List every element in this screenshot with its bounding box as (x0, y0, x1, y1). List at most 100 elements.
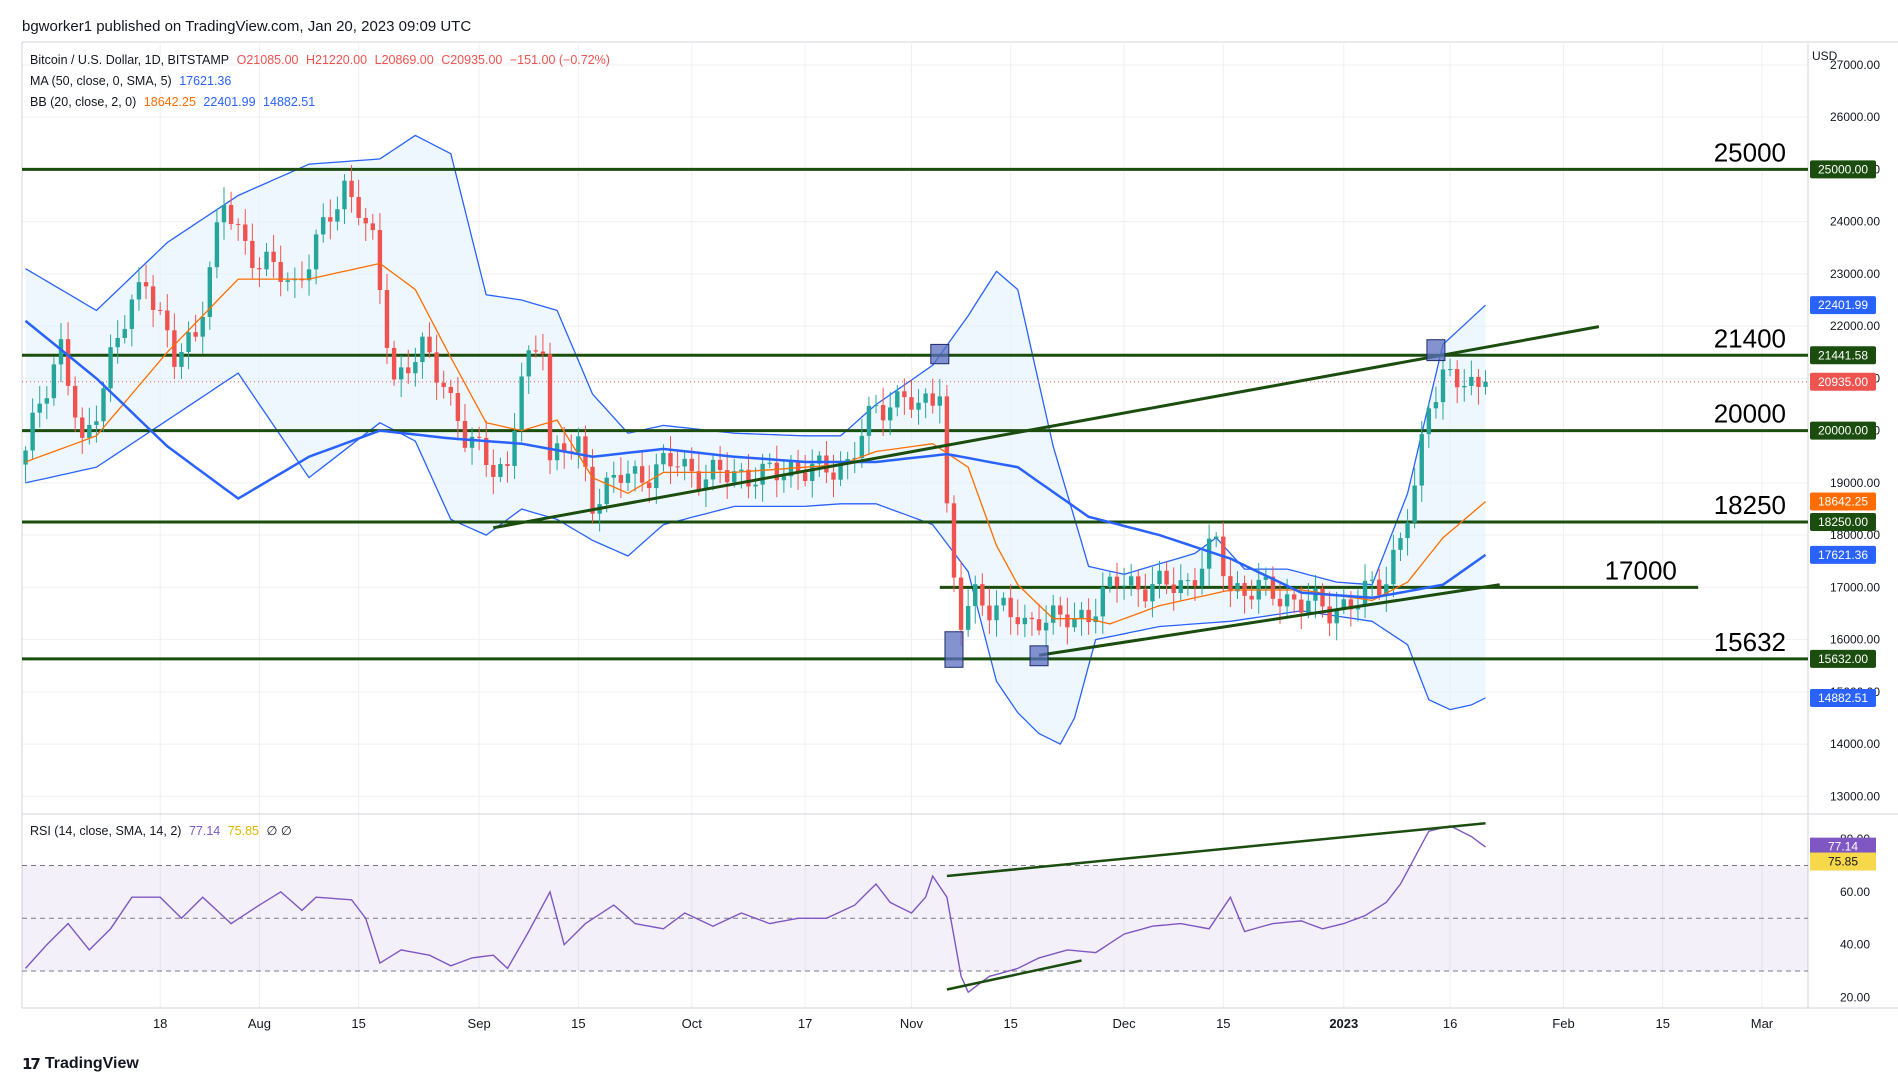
axis-tag-ma: 17621.36 (1818, 548, 1868, 562)
candle-up (767, 462, 772, 464)
candle-down (1086, 609, 1091, 623)
candle-series (23, 165, 1488, 648)
candle-up (937, 396, 943, 406)
candle-down (370, 223, 376, 231)
candle-down (172, 330, 177, 367)
candle-up (732, 471, 737, 483)
level-tag-21400-bg (1810, 346, 1876, 365)
candle-up (1284, 594, 1290, 607)
axis-tag-bb_lower: 14882.51 (1818, 691, 1868, 705)
bb-lower-line (25, 372, 1486, 745)
candle-up (625, 473, 631, 483)
rsi-value-tag: 77.14 (1828, 840, 1858, 854)
rsi-ma-tag: 75.85 (1828, 855, 1858, 869)
candle-up (703, 479, 709, 490)
price-tick-label: 18000.00 (1830, 528, 1880, 542)
candle-up (1206, 538, 1212, 569)
price-trendline (493, 325, 1600, 530)
candle-up (1419, 434, 1424, 486)
time-tick-label: 15 (1216, 1016, 1230, 1031)
candle-up (1100, 587, 1106, 617)
candle-up (661, 453, 666, 465)
candle-down (774, 462, 779, 481)
candle-down (1348, 599, 1354, 610)
time-tick-label: 16 (1443, 1016, 1457, 1031)
candle-down (80, 417, 85, 438)
candle-down (1192, 580, 1198, 587)
price-tick-label: 16000.00 (1830, 633, 1880, 647)
publisher-line: bgworker1 published on TradingView.com, … (22, 18, 472, 35)
candle-up (916, 402, 921, 410)
price-tick-label: 27000.00 (1830, 58, 1880, 72)
time-tick-label: Nov (900, 1016, 924, 1031)
level-label-21400: 21400 (1714, 323, 1786, 353)
legend-rsi-label: RSI (14, close, SMA, 14, 2) (30, 824, 182, 838)
candle-down (824, 455, 829, 473)
level-label-25000: 25000 (1714, 137, 1786, 167)
level-label-20000: 20000 (1714, 399, 1786, 429)
indicator-lines (24, 262, 1487, 625)
candle-down (540, 351, 546, 355)
legend-bb-basis: 18642.25 (143, 95, 196, 109)
candle-up (1199, 568, 1205, 587)
candle-down (1320, 588, 1325, 607)
candle-down (427, 336, 432, 353)
candle-down (675, 466, 680, 468)
axis-tag-last-bg (1810, 372, 1876, 391)
candle-up (1107, 576, 1113, 588)
candle-down (158, 309, 163, 311)
candle-up (58, 339, 64, 365)
legend-close: C20935.00 (441, 53, 503, 67)
candle-down (647, 482, 652, 489)
legend-ma-row[interactable]: MA (50, close, 0, SMA, 5) 17621.36 (30, 74, 235, 88)
candle-up (342, 180, 347, 210)
rsi-ma-tag-bg (1810, 852, 1876, 871)
candle-up (1306, 600, 1311, 613)
candle-up (30, 412, 35, 451)
candle-down (639, 466, 645, 483)
candle-down (547, 354, 553, 461)
tradingview-logo[interactable]: 𝟭𝟳 TradingView (22, 1055, 139, 1073)
legend-ma-value: 17621.36 (179, 74, 232, 88)
candle-down (271, 251, 276, 262)
candle-up (1440, 369, 1446, 403)
time-tick-label: 18 (153, 1016, 167, 1031)
candle-down (1277, 598, 1283, 607)
candle-up (1214, 536, 1219, 539)
candle-up (682, 458, 687, 467)
rsi-tick-label: 20.00 (1840, 990, 1870, 1004)
rsi-line (24, 825, 1486, 994)
candle-up (873, 405, 879, 407)
candle-down (1299, 599, 1304, 613)
candle-down (689, 458, 694, 472)
candle-down (1164, 570, 1169, 585)
axis-tag-ma-bg (1810, 545, 1876, 564)
candle-down (476, 436, 482, 438)
legend-rsi-row[interactable]: RSI (14, close, SMA, 14, 2) 77.14 75.85 … (30, 823, 296, 838)
candle-down (1008, 597, 1013, 618)
candle-down (328, 217, 333, 222)
candle-up (1079, 609, 1084, 619)
candle-down (980, 584, 985, 606)
candle-up (604, 477, 609, 505)
candle-up (1121, 585, 1127, 587)
legend-rsi-value: 77.14 (188, 824, 221, 838)
candle-up (129, 299, 135, 329)
legend-symbol: Bitcoin / U.S. Dollar, 1D, BITSTAMP (30, 53, 230, 67)
rsi-tick-label: 40.00 (1840, 938, 1870, 952)
legend-bb-upper: 22401.99 (203, 95, 256, 109)
candle-up (1398, 538, 1403, 550)
candle-down (1476, 376, 1481, 387)
legend-bb-row[interactable]: BB (20, close, 2, 0) 18642.25 22401.99 1… (30, 95, 319, 109)
candle-up (1462, 385, 1467, 388)
rsi-tick-label: 60.00 (1840, 885, 1870, 899)
candle-down (1270, 576, 1276, 599)
candle-down (880, 405, 886, 421)
candle-down (1327, 606, 1332, 624)
candle-down (1114, 576, 1120, 587)
candle-up (1384, 584, 1389, 596)
candle-up (1150, 584, 1155, 602)
candle-down (958, 577, 964, 630)
